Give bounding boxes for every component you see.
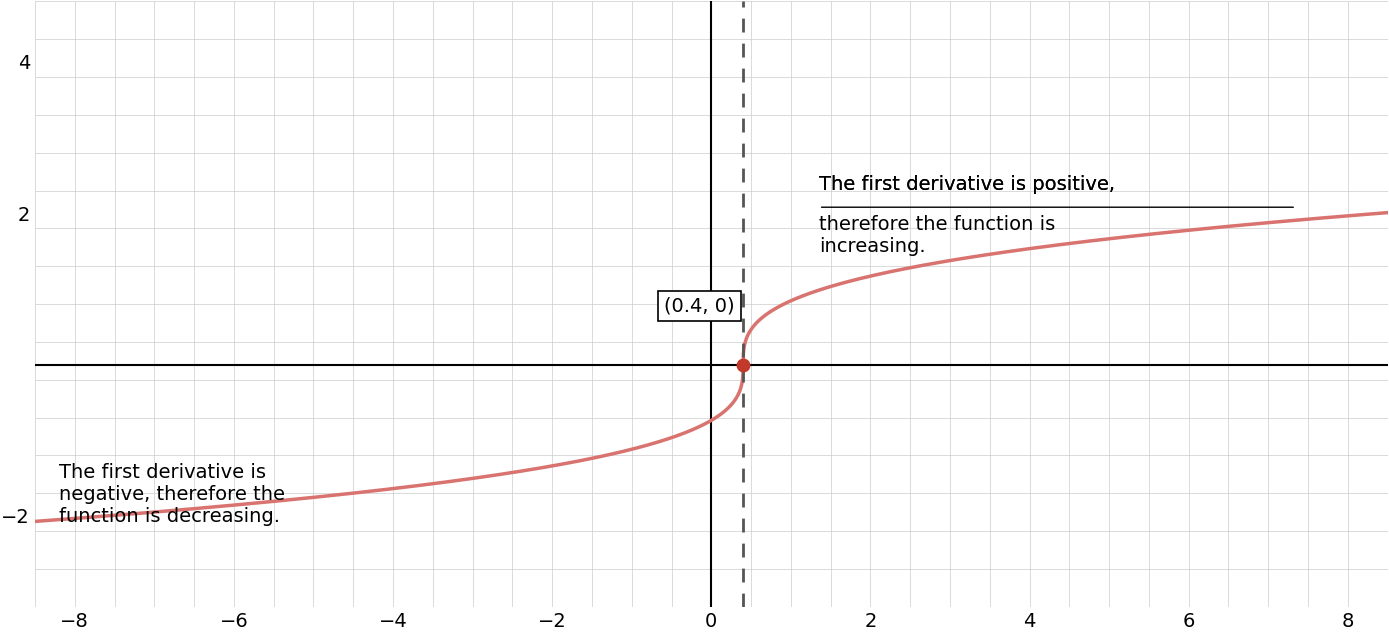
Text: The first derivative is positive,: The first derivative is positive, [818,176,1115,195]
Text: (0.4, 0): (0.4, 0) [664,296,735,315]
Text: therefore the function is
increasing.: therefore the function is increasing. [818,215,1056,256]
Text: The first derivative is positive,: The first derivative is positive, [818,176,1115,195]
Text: The first derivative is
negative, therefore the
function is decreasing.: The first derivative is negative, theref… [58,463,285,526]
